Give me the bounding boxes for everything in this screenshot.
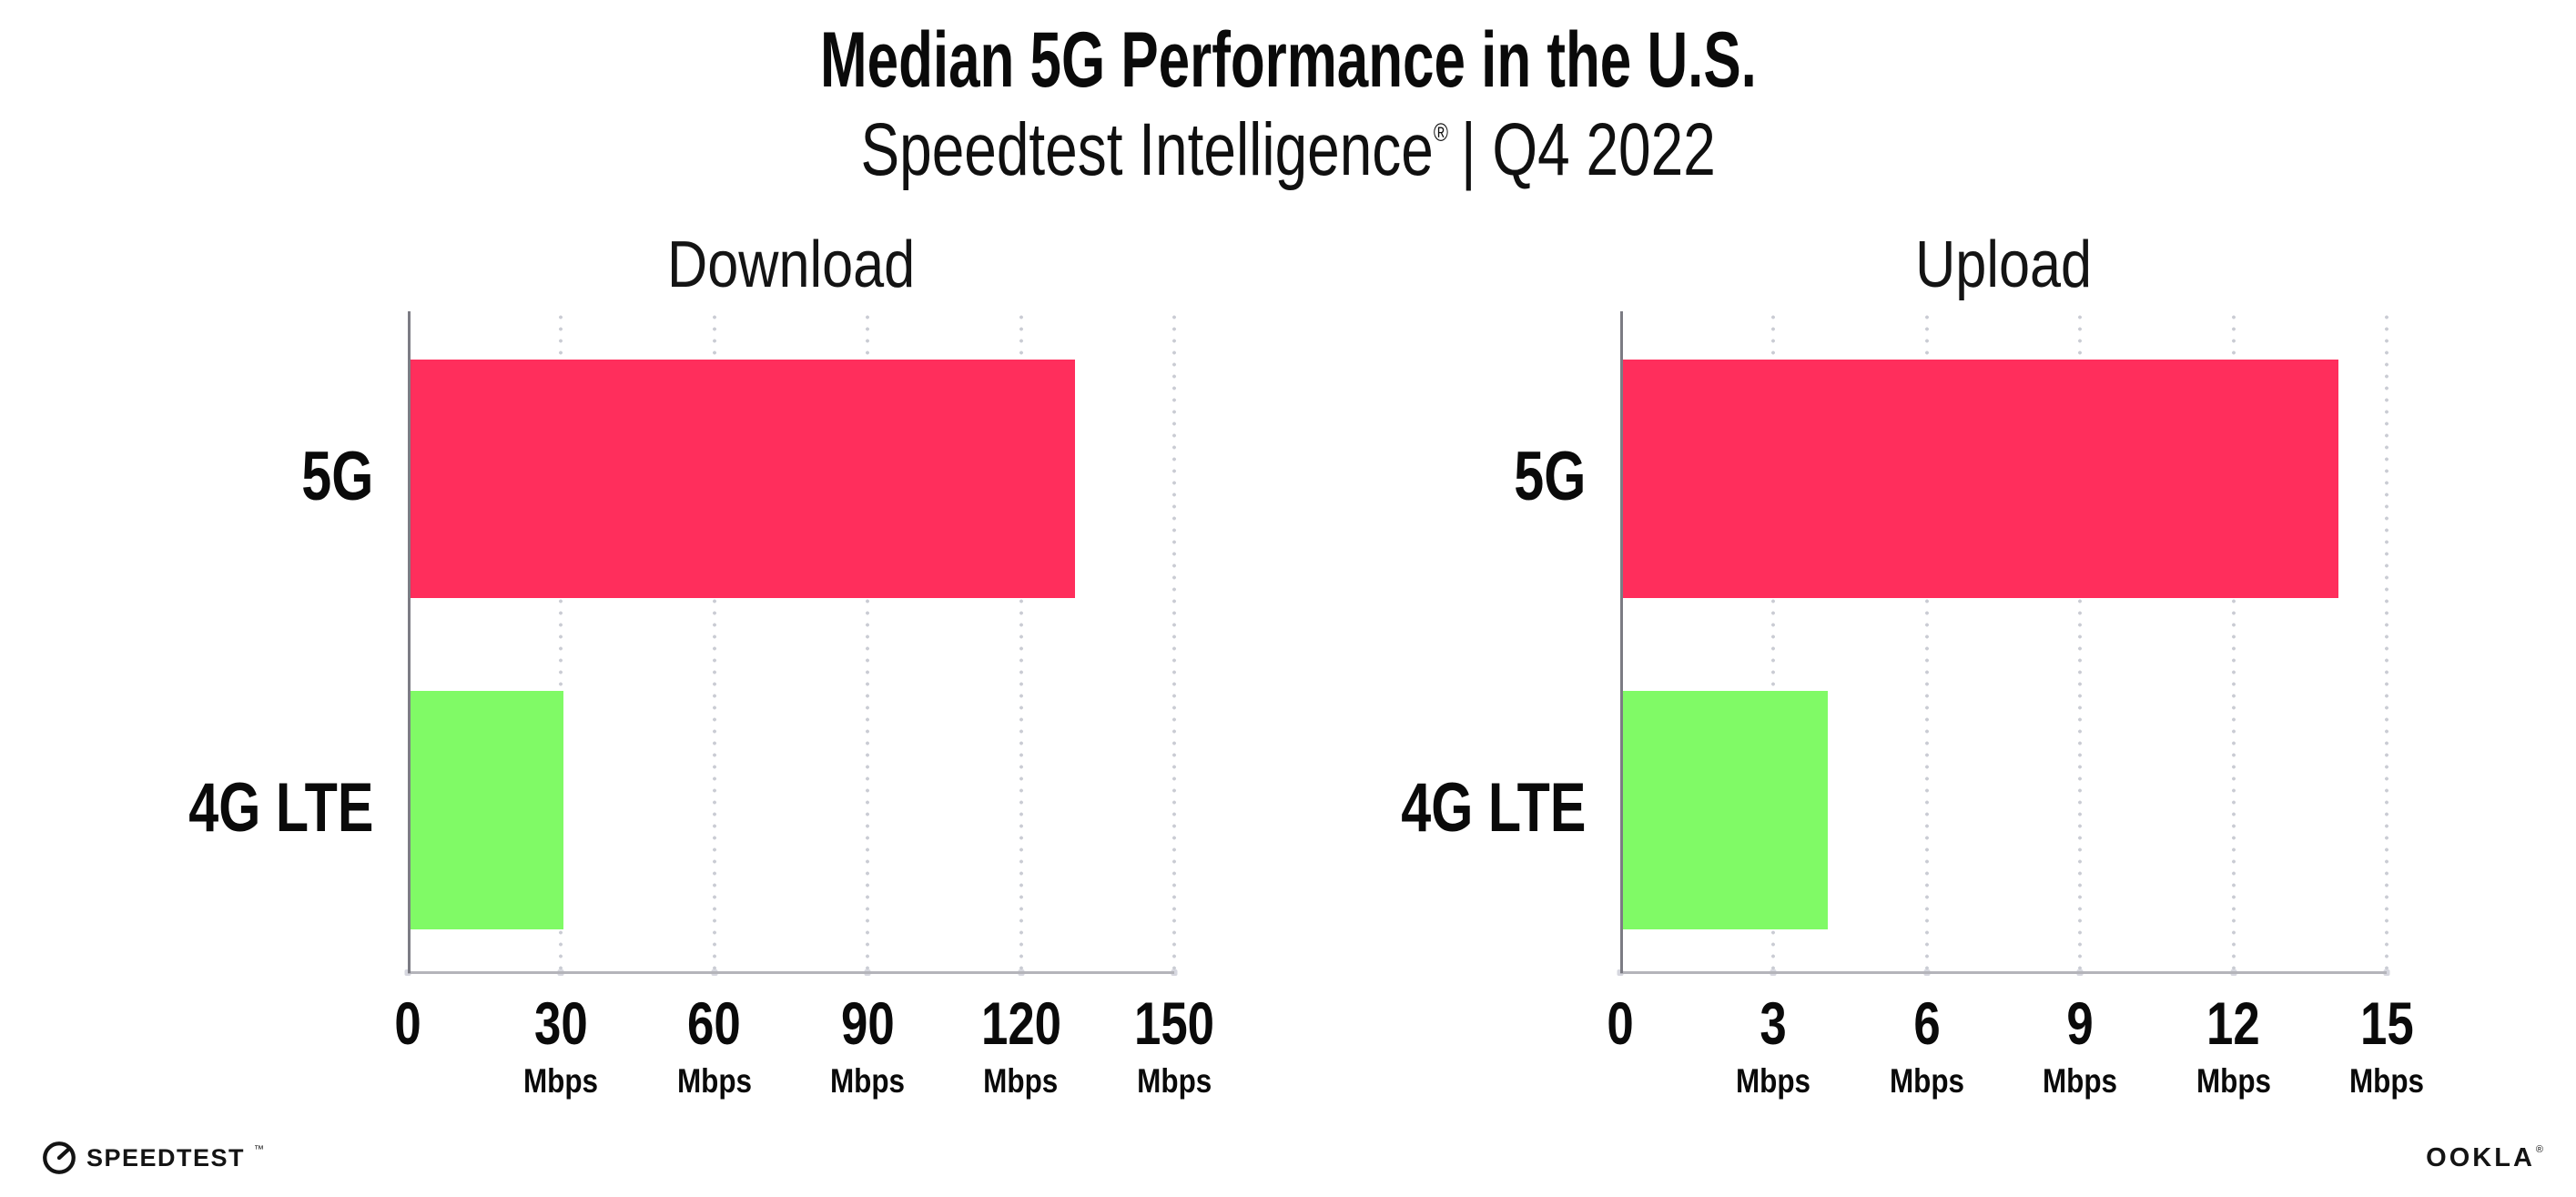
x-tick-value: 150 <box>1133 989 1215 1057</box>
category-label-5g: 5G <box>300 438 373 516</box>
bar-5g <box>1623 359 2338 598</box>
x-tick-unit: Mbps <box>983 1061 1059 1100</box>
registered-mark: ® <box>2535 1144 2543 1155</box>
subtitle-period: | Q4 2022 <box>1460 108 1716 192</box>
category-label-4g-lte: 4G LTE <box>188 768 373 847</box>
x-tick-value: 0 <box>1607 989 1634 1057</box>
x-tick-unit: Mbps <box>2348 1061 2425 1100</box>
x-tick-unit: Mbps <box>2196 1061 2271 1100</box>
x-tick-value: 12 <box>2206 989 2260 1057</box>
x-tick-90: 90 Mbps <box>824 993 912 1098</box>
gridline-9 <box>2078 310 2083 973</box>
x-tick-0: 0 <box>1604 993 1638 1053</box>
x-tick-12: 12 Mbps <box>2189 993 2277 1098</box>
gridline-3 <box>1771 310 1776 973</box>
bar-5g <box>411 359 1075 598</box>
x-tick-unit: Mbps <box>2043 1061 2118 1100</box>
gridline-15 <box>2385 310 2388 973</box>
gridline-30 <box>559 310 563 973</box>
x-tick-value: 30 <box>534 989 588 1057</box>
ookla-label: OOKLA <box>2426 1142 2535 1172</box>
x-tick-value: 90 <box>840 989 895 1057</box>
download-category-labels: 5G 4G LTE <box>188 311 408 973</box>
ookla-logo: OOKLA ® <box>2426 1143 2543 1173</box>
x-axis <box>408 970 1174 974</box>
x-tick-15: 15 Mbps <box>2343 993 2431 1098</box>
figure-title: Median 5G Performance in the U.S. <box>819 16 1757 104</box>
x-tick-unit: Mbps <box>830 1061 906 1100</box>
speedtest-gauge-icon <box>43 1141 76 1174</box>
subtitle-brand: Speedtest Intelligence <box>860 108 1434 192</box>
x-tick-120: 120 Mbps <box>971 993 1071 1098</box>
speedtest-label: SPEEDTEST <box>86 1143 246 1172</box>
x-tick-unit: Mbps <box>523 1061 599 1100</box>
x-tick-value: 0 <box>394 989 421 1057</box>
axis-tick-dot-150 <box>1171 969 1178 976</box>
x-tick-value: 120 <box>980 989 1061 1057</box>
gridline-12 <box>2231 310 2236 973</box>
x-axis <box>1620 970 2387 974</box>
download-chart: Download 5G 4G LTE 0 30 Mbps 60 Mbps 90 Mbps 12… <box>188 228 1214 1130</box>
x-tick-unit: Mbps <box>1136 1061 1212 1100</box>
upload-category-labels: 5G 4G LTE <box>1400 311 1620 973</box>
figure-subtitle: Speedtest Intelligence® | Q4 2022 <box>0 107 2576 192</box>
upload-chart: Upload 5G 4G LTE 0 3 Mbps 6 Mbps 9 Mbps 12 Mbps 1… <box>1400 228 2424 1130</box>
charts-row: Download 5G 4G LTE 0 30 Mbps 60 Mbps 90 Mbps 12… <box>0 228 2576 1130</box>
upload-plot-area <box>1617 310 2390 976</box>
x-tick-3: 3 Mbps <box>1729 993 1818 1098</box>
figure-footer: SPEEDTEST ™ OOKLA ® <box>40 1139 2543 1177</box>
x-tick-unit: Mbps <box>676 1061 752 1100</box>
download-plot-area <box>404 310 1178 976</box>
registered-mark: ® <box>1433 117 1448 147</box>
gridline-150 <box>1172 310 1176 973</box>
x-tick-6: 6 Mbps <box>1882 993 1971 1098</box>
x-tick-150: 150 Mbps <box>1124 993 1224 1098</box>
axis-tick-dot-15 <box>2383 969 2390 976</box>
category-label-5g: 5G <box>1513 438 1586 516</box>
upload-panel-title: Upload <box>1915 228 2092 301</box>
gridline-60 <box>712 310 716 973</box>
download-panel-title: Download <box>666 228 916 301</box>
download-x-axis-ticks: 0 30 Mbps 60 Mbps 90 Mbps 120 Mbps 150 Mbps <box>394 993 1214 1130</box>
x-tick-value: 3 <box>1760 989 1788 1057</box>
gridline-90 <box>866 310 870 973</box>
x-tick-value: 15 <box>2359 989 2414 1057</box>
x-tick-60: 60 Mbps <box>670 993 758 1098</box>
figure-header: Median 5G Performance in the U.S. Speedt… <box>0 0 2576 193</box>
x-tick-value: 60 <box>687 989 742 1057</box>
x-tick-value: 6 <box>1913 989 1941 1057</box>
y-axis <box>1620 310 1623 973</box>
gridline-6 <box>1924 310 1929 973</box>
y-axis <box>408 310 411 973</box>
x-tick-30: 30 Mbps <box>517 993 605 1098</box>
category-label-4g-lte: 4G LTE <box>1400 768 1586 847</box>
speedtest-logo: SPEEDTEST ™ <box>40 1139 264 1177</box>
x-tick-unit: Mbps <box>1889 1061 1964 1100</box>
gridline-120 <box>1019 310 1023 973</box>
x-tick-0: 0 <box>391 993 425 1053</box>
bar-4g-lte <box>411 691 564 929</box>
bar-4g-lte <box>1623 691 1828 929</box>
x-tick-9: 9 Mbps <box>2036 993 2125 1098</box>
upload-x-axis-ticks: 0 3 Mbps 6 Mbps 9 Mbps 12 Mbps 15 Mbps <box>1607 993 2424 1130</box>
x-tick-value: 9 <box>2066 989 2094 1057</box>
x-tick-unit: Mbps <box>1736 1061 1811 1100</box>
trademark-mark: ™ <box>254 1144 265 1155</box>
